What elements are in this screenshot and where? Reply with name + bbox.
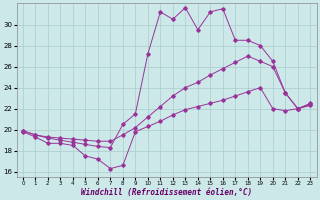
X-axis label: Windchill (Refroidissement éolien,°C): Windchill (Refroidissement éolien,°C) (81, 188, 252, 197)
